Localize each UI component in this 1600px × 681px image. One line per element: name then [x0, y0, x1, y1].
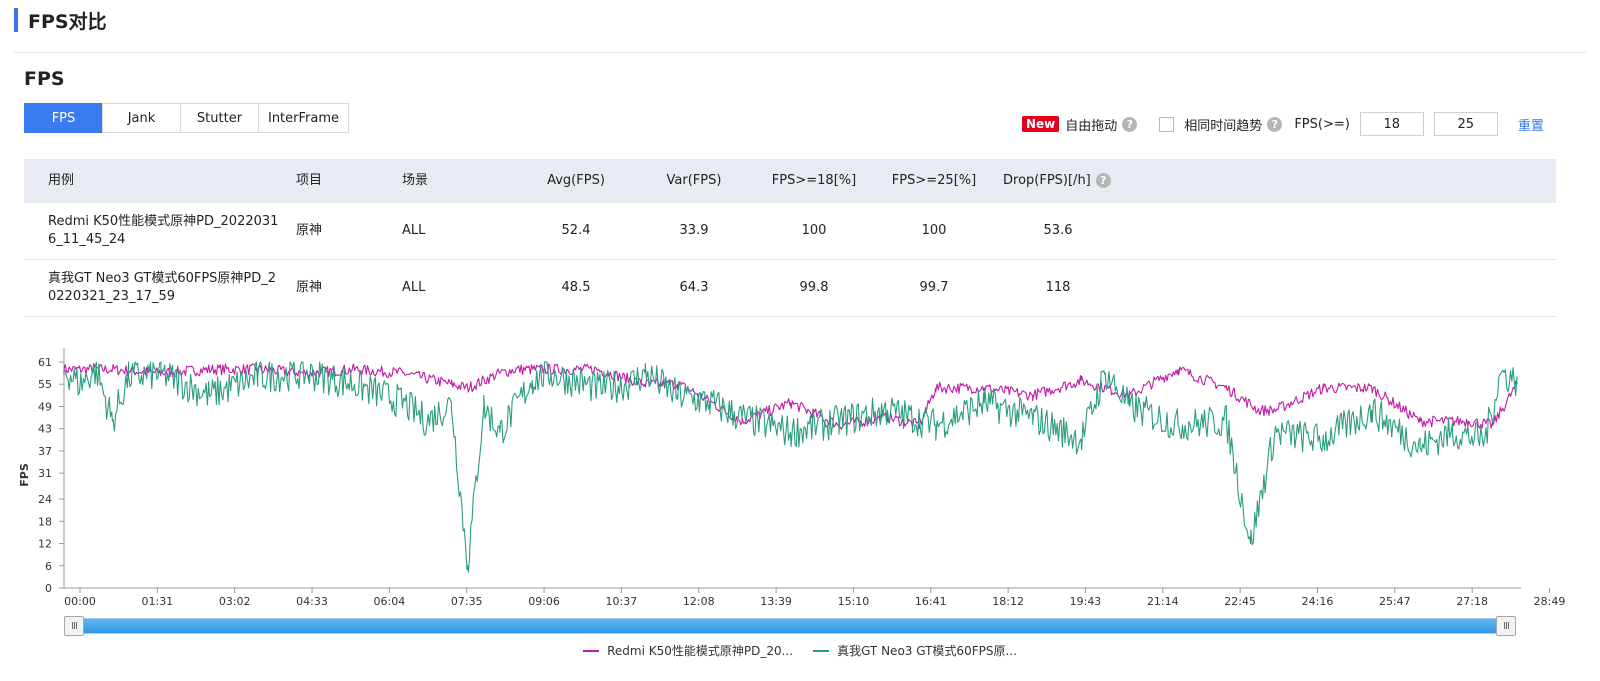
x-tick-label: 15:10	[838, 595, 870, 608]
x-tick-label: 16:41	[915, 595, 947, 608]
x-tick-label: 03:02	[219, 595, 251, 608]
slider-right-handle[interactable]: III	[1496, 616, 1516, 636]
tab-stutter[interactable]: Stutter	[180, 103, 259, 133]
y-tick-label: 49	[38, 400, 52, 413]
row-drop: 53.6	[1043, 223, 1073, 238]
series-line-0	[63, 363, 1518, 430]
x-tick-label: 13:39	[760, 595, 792, 608]
row-drop: 118	[1045, 280, 1071, 295]
section-title: FPS	[24, 68, 65, 90]
header-divider	[14, 52, 1586, 53]
x-tick-label: 22:45	[1224, 595, 1256, 608]
slider-left-handle[interactable]: III	[64, 616, 84, 636]
row-project: 原神	[296, 280, 323, 295]
row-avg: 52.4	[561, 223, 591, 238]
drop-help-icon[interactable]: ?	[1095, 173, 1111, 188]
tab-jank[interactable]: Jank	[102, 103, 181, 133]
th-fps18: FPS>=18[%]	[771, 173, 857, 188]
fps-threshold-input-1[interactable]	[1359, 112, 1424, 136]
same-time-trend-help-icon[interactable]: ?	[1267, 116, 1283, 132]
legend-item-realme[interactable]: 真我GT Neo3 GT模式60FPS原...	[813, 642, 1017, 659]
new-badge: New	[1022, 116, 1060, 132]
x-tick-label: 06:04	[374, 595, 406, 608]
x-tick-label: 25:47	[1379, 595, 1411, 608]
x-tick-label: 01:31	[141, 595, 173, 608]
table-row: 真我GT Neo3 GT模式60FPS原神PD_20220321_23_17_5…	[24, 260, 1556, 317]
x-tick-label: 27:18	[1456, 595, 1488, 608]
y-tick-label: 37	[38, 445, 52, 458]
th-avg-fps: Avg(FPS)	[547, 173, 605, 188]
row-case: Redmi K50性能模式原神PD_20220316_11_45_24	[48, 214, 279, 247]
x-tick-label: 04:33	[296, 595, 328, 608]
series-line-1	[63, 361, 1518, 573]
same-time-trend-checkbox[interactable]	[1159, 116, 1175, 132]
same-time-trend-label[interactable]: 相同时间趋势	[1184, 118, 1263, 134]
th-var-fps: Var(FPS)	[666, 173, 722, 188]
y-tick-label: 55	[38, 378, 52, 391]
fps-threshold-label: FPS(>=)	[1294, 116, 1350, 132]
row-var: 64.3	[679, 280, 709, 295]
x-tick-label: 24:16	[1302, 595, 1334, 608]
row-fps25: 99.7	[919, 280, 949, 295]
x-tick-label: 19:43	[1070, 595, 1102, 608]
th-case: 用例	[48, 173, 75, 188]
chart-legend: Redmi K50性能模式原神PD_20... 真我GT Neo3 GT模式60…	[0, 642, 1600, 659]
x-tick-label: 28:49	[1534, 595, 1566, 608]
legend-item-redmi[interactable]: Redmi K50性能模式原神PD_20...	[583, 642, 793, 659]
x-tick-label: 10:37	[606, 595, 638, 608]
row-project: 原神	[296, 223, 323, 238]
chart-controls: New 自由拖动 ? 相同时间趋势 ? FPS(>=) 重置	[1022, 111, 1544, 137]
title-accent-bar	[14, 8, 18, 32]
fps-threshold-input-2[interactable]	[1433, 112, 1498, 136]
th-drop-label: Drop(FPS)[/h]	[1003, 173, 1091, 188]
row-case: 真我GT Neo3 GT模式60FPS原神PD_20220321_23_17_5…	[48, 271, 277, 304]
legend-label: 真我GT Neo3 GT模式60FPS原...	[837, 644, 1017, 658]
legend-swatch	[583, 649, 600, 652]
fps-chart: 0 6 12 18 24 31 37 43 49 55 61 FPS 00:00 01:31 03:02 04…	[0, 340, 1600, 681]
row-var: 33.9	[679, 223, 709, 238]
legend-swatch	[813, 649, 830, 652]
row-scene: ALL	[402, 223, 426, 238]
y-tick-label: 18	[38, 515, 52, 528]
x-tick-label: 00:00	[64, 595, 96, 608]
fps-summary-table: 用例 项目 场景 Avg(FPS) Var(FPS) FPS>=18[%] FP…	[24, 159, 1556, 317]
x-tick-label: 18:12	[992, 595, 1024, 608]
legend-label: Redmi K50性能模式原神PD_20...	[607, 644, 794, 658]
th-fps25: FPS>=25[%]	[891, 173, 977, 188]
y-tick-label: 24	[38, 493, 52, 506]
row-fps18: 99.8	[799, 280, 829, 295]
time-range-slider[interactable]	[64, 618, 1516, 634]
tab-interframe[interactable]: InterFrame	[258, 103, 349, 133]
th-scene: 场景	[402, 173, 429, 188]
th-project: 项目	[296, 173, 323, 188]
x-tick-label: 07:35	[451, 595, 483, 608]
row-fps18: 100	[801, 223, 827, 238]
y-tick-label: 12	[38, 538, 52, 551]
free-drag-help-icon[interactable]: ?	[1122, 116, 1138, 132]
row-fps25: 100	[921, 223, 947, 238]
y-tick-label: 0	[45, 582, 52, 595]
x-tick-label: 09:06	[528, 595, 560, 608]
y-tick-label: 43	[38, 423, 52, 436]
table-row: Redmi K50性能模式原神PD_20220316_11_45_24 原神 A…	[24, 203, 1556, 260]
free-drag-label[interactable]: 自由拖动	[1065, 118, 1118, 134]
reset-link[interactable]: 重置	[1517, 118, 1544, 134]
th-drop: Drop(FPS)[/h]?	[1003, 172, 1111, 190]
fps-line-chart: 0 6 12 18 24 31 37 43 49 55 61 FPS 00:00 01:31 03:02 04…	[18, 348, 1566, 608]
y-tick-label: 6	[45, 560, 52, 573]
x-tick-label: 12:08	[683, 595, 715, 608]
x-tick-label: 21:14	[1147, 595, 1179, 608]
y-tick-label: 31	[38, 467, 52, 480]
row-avg: 48.5	[561, 280, 591, 295]
y-axis-label: FPS	[18, 463, 31, 487]
table-header-row: 用例 项目 场景 Avg(FPS) Var(FPS) FPS>=18[%] FP…	[24, 159, 1556, 203]
page-title: FPS对比	[28, 10, 107, 33]
page-header: FPS对比	[14, 8, 107, 33]
tab-fps[interactable]: FPS	[24, 103, 103, 133]
y-tick-label: 61	[38, 356, 52, 369]
metric-tabs: FPS Jank Stutter InterFrame	[24, 103, 349, 133]
row-scene: ALL	[402, 280, 426, 295]
